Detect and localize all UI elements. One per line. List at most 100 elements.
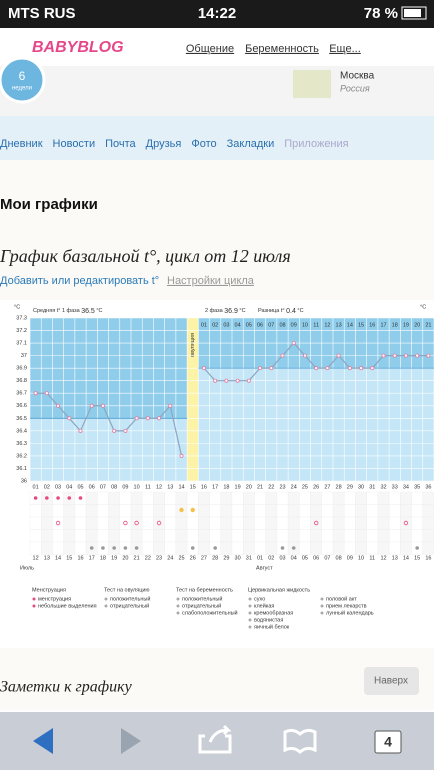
x-tick-label: 34: [403, 484, 409, 490]
y-tick-label: 37: [21, 353, 27, 359]
legend-title: Тест на беременность: [176, 587, 233, 593]
phase2-day: 20: [414, 322, 420, 328]
temperature-point: [246, 378, 251, 383]
y-tick-label: 36.7: [16, 391, 27, 397]
icon-cell: [231, 529, 244, 543]
x-tick-label: 36: [425, 484, 431, 490]
icon-cell: [175, 516, 188, 530]
phase2-day: 04: [235, 322, 241, 328]
icon-cell: [377, 541, 390, 555]
legend-icon: [32, 597, 36, 601]
icon-cell: [265, 504, 278, 518]
icon-cell: [276, 529, 289, 543]
icon-cell: [209, 491, 221, 505]
temperature-point: [325, 366, 330, 371]
icon-cell: [355, 491, 367, 505]
date-label: 13: [392, 555, 398, 561]
x-tick-label: 28: [336, 484, 342, 490]
temperature-point: [359, 366, 364, 371]
y-tick-label: 36.9: [16, 366, 27, 372]
drop-icon: [56, 496, 60, 500]
icon-cell: [276, 516, 289, 530]
nav-link[interactable]: Еще...: [329, 43, 361, 55]
share-button[interactable]: [198, 724, 232, 754]
temperature-point: [213, 378, 218, 383]
legend-icon: [104, 597, 108, 601]
x-tick-label: 16: [201, 484, 207, 490]
date-label: 05: [302, 555, 308, 561]
icon-cell: [142, 516, 154, 530]
legend-item: отрицательный: [110, 602, 149, 609]
x-tick-label: 10: [134, 484, 140, 490]
week-badge: [0, 56, 46, 104]
x-tick-label: 24: [291, 484, 297, 490]
y-tick-label: 36.5: [16, 416, 27, 422]
nav-tab[interactable]: Закладки: [227, 138, 275, 150]
date-label: 12: [380, 555, 386, 561]
nav-tab[interactable]: Почта: [105, 138, 136, 150]
phase2-day: 09: [291, 322, 297, 328]
nav-tab[interactable]: Приложения: [284, 138, 348, 150]
icon-cell: [85, 491, 98, 505]
icon-cell: [400, 491, 412, 505]
icon-cell: [422, 541, 434, 555]
heart-icon: [123, 520, 128, 526]
bookmarks-button[interactable]: [283, 728, 317, 754]
icon-cell: [220, 529, 233, 543]
y-tick-label: 37.2: [16, 328, 27, 334]
map-icon: [293, 70, 331, 98]
fluid-icon: [190, 546, 195, 550]
nav-tab[interactable]: Дневник: [0, 138, 43, 150]
logo[interactable]: BABYBLOG: [32, 39, 124, 56]
y-tick-label: 37.3: [16, 315, 27, 321]
date-label: 07: [324, 555, 330, 561]
phase2-day: 17: [380, 322, 386, 328]
heart-icon: [55, 520, 61, 526]
x-tick-label: 27: [324, 484, 330, 490]
forward-button[interactable]: [121, 728, 141, 754]
phase-info-label: 2 фаза: [205, 308, 224, 314]
icon-cell: [164, 491, 177, 505]
add-link[interactable]: Добавить или редактировать t°: [0, 275, 159, 287]
legend-item: менструация: [38, 596, 71, 602]
settings-link[interactable]: Настройки цикла: [167, 275, 255, 287]
test-icon: [179, 507, 184, 513]
icon-cell: [198, 504, 210, 518]
icon-cell: [299, 516, 311, 530]
x-tick-label: 33: [392, 484, 398, 490]
temperature-point: [381, 353, 386, 358]
nav-tab[interactable]: Фото: [191, 138, 216, 150]
icon-cell: [153, 516, 165, 530]
icon-cell: [243, 504, 255, 518]
icon-cell: [119, 516, 132, 530]
x-tick-label: 11: [145, 484, 151, 490]
tabs-button[interactable]: [374, 730, 402, 754]
nav-link[interactable]: Беременность: [245, 43, 319, 55]
icon-cell: [299, 504, 311, 518]
x-tick-label: 31: [369, 484, 375, 490]
up-button-label[interactable]: Наверх: [374, 676, 408, 687]
icon-cell: [287, 516, 300, 530]
battery: 78 %: [364, 5, 398, 22]
icon-cell: [186, 529, 199, 543]
nav-tab[interactable]: Друзья: [146, 138, 182, 150]
nav-tab[interactable]: Новости: [53, 138, 96, 150]
phase-info-value: 0.4: [286, 308, 296, 315]
date-label: 01: [257, 555, 263, 561]
icon-cell: [52, 529, 64, 543]
heart-icon: [156, 520, 162, 526]
back-button[interactable]: [33, 728, 53, 754]
phase-info-value: 36.5: [81, 308, 95, 315]
icon-cell: [276, 504, 289, 518]
tabs-count[interactable]: 4: [384, 734, 392, 750]
icon-cell: [344, 529, 356, 543]
temperature-point: [291, 341, 296, 346]
unit: °C: [14, 304, 20, 310]
icon-cell: [153, 504, 165, 518]
legend-icon: [176, 604, 180, 608]
y-tick-label: 36: [21, 478, 27, 484]
icon-cell: [355, 516, 367, 530]
nav-link[interactable]: Общение: [186, 43, 234, 55]
up-button[interactable]: [364, 667, 419, 695]
